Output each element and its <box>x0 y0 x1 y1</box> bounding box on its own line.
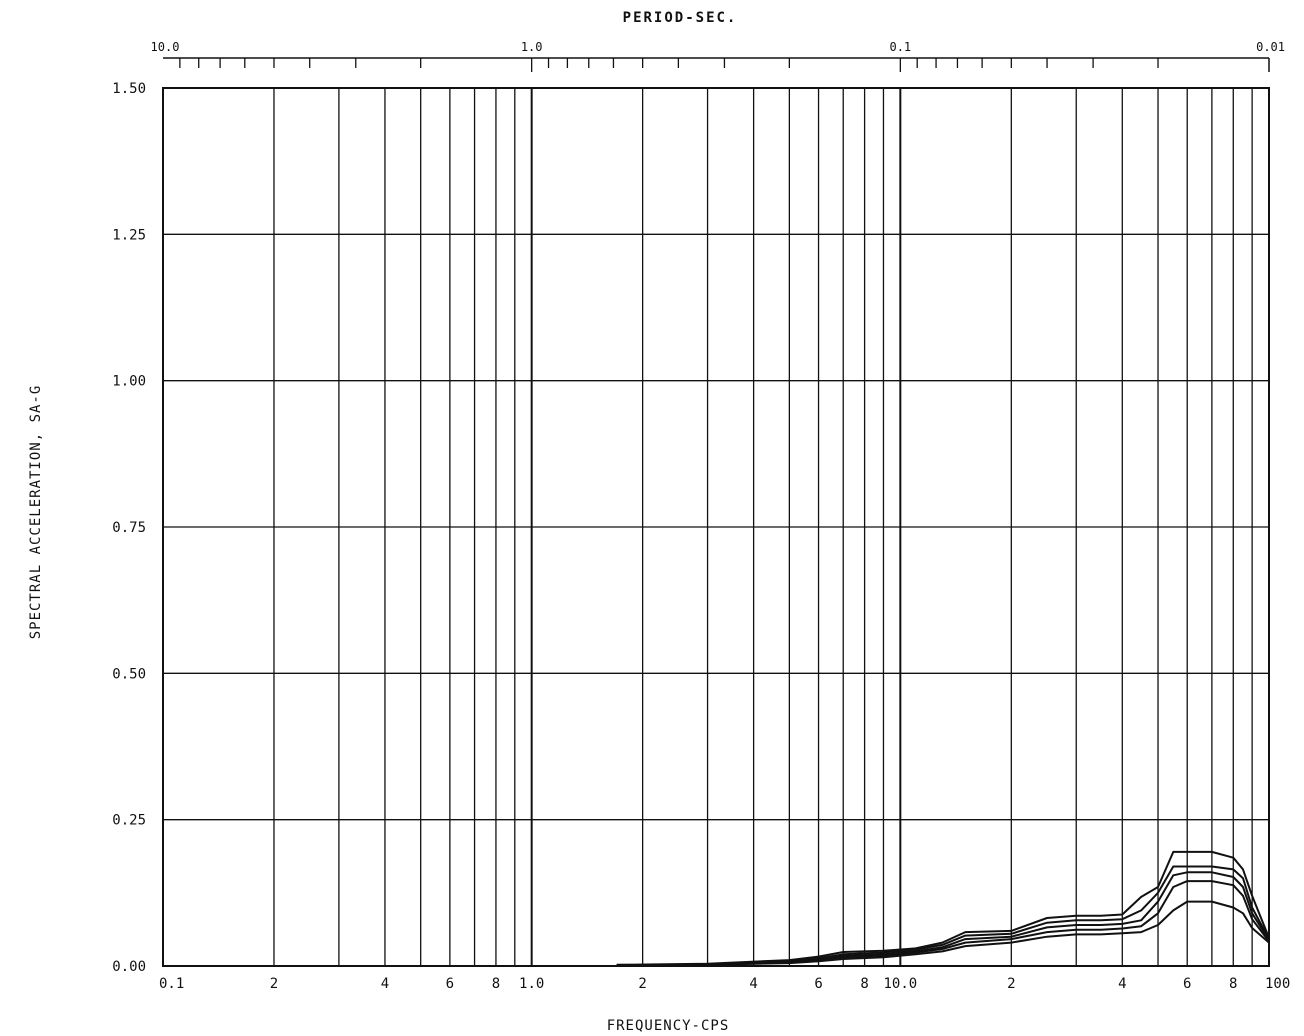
top-tick-label: 0.1 <box>889 40 911 54</box>
top-tick-label: 10.0 <box>151 40 180 54</box>
x-tick-label: 8 <box>860 976 868 992</box>
series-line-4 <box>616 880 1270 967</box>
x-tick-label: 2 <box>638 976 646 992</box>
series-line-2 <box>616 865 1270 967</box>
x-tick-label: 0.1 <box>159 976 184 992</box>
x-tick-label: 4 <box>749 976 757 992</box>
series-line-5 <box>616 900 1270 967</box>
y-tick-label: 0.25 <box>112 813 146 829</box>
series-line-1 <box>616 850 1270 966</box>
x-tick-label: 100 <box>1265 976 1290 992</box>
series-lines <box>616 850 1270 967</box>
y-tick-label: 0.50 <box>112 666 146 682</box>
y-tick-label: 0.00 <box>112 959 146 975</box>
top-tick-label: 1.0 <box>521 40 543 54</box>
x-tick-label: 6 <box>446 976 454 992</box>
top-axis-title: PERIOD-SEC. <box>623 10 738 26</box>
x-axis-title: FREQUENCY-CPS <box>607 1018 730 1034</box>
x-tick-label: 6 <box>814 976 822 992</box>
y-tick-label: 1.25 <box>112 227 146 243</box>
y-tick-label: 0.75 <box>112 520 146 536</box>
y-tick-label: 1.50 <box>112 81 146 97</box>
top-tick-label: 0.01 <box>1256 40 1285 54</box>
axis-labels: 0.00 0.25 0.50 0.75 1.00 1.25 1.50 0.1 2 4 6 8 1.0 2 4… <box>112 40 1290 992</box>
x-tick-label: 8 <box>1229 976 1237 992</box>
x-tick-label: 4 <box>381 976 389 992</box>
plot-frame <box>162 87 1270 967</box>
x-tick-label: 10.0 <box>883 976 917 992</box>
x-tick-label: 4 <box>1118 976 1126 992</box>
x-tick-label: 1.0 <box>519 976 544 992</box>
x-tick-label: 6 <box>1183 976 1191 992</box>
y-tick-label: 1.00 <box>112 374 146 390</box>
grid-lines <box>163 88 1269 966</box>
top-axis-ticks <box>163 57 1270 72</box>
x-tick-label: 2 <box>1007 976 1015 992</box>
x-tick-label: 2 <box>270 976 278 992</box>
x-tick-label: 8 <box>492 976 500 992</box>
y-axis-title: SPECTRAL ACCELERATION, SA-G <box>28 385 44 640</box>
